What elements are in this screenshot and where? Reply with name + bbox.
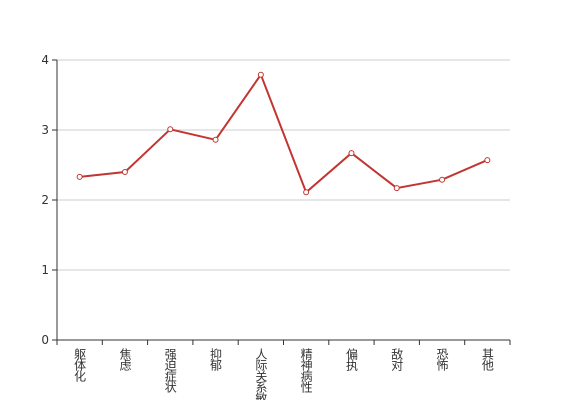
x-tick-label: 精神病性	[299, 348, 313, 394]
point	[121, 169, 128, 175]
point	[393, 185, 400, 192]
y-tick-label: 4	[41, 53, 49, 67]
point	[484, 157, 491, 164]
y-tick-label: 1	[41, 263, 49, 277]
x-tick-label: 恐怖	[435, 348, 449, 371]
line	[79, 72, 488, 194]
point	[303, 189, 310, 196]
point	[439, 176, 446, 183]
x-tick-label: 其他	[480, 348, 494, 371]
point	[348, 150, 355, 157]
y-tick-label: 0	[41, 333, 49, 347]
x-tick-label: 偏执	[344, 347, 358, 372]
point	[76, 173, 83, 180]
x-tick-label: 焦虑	[118, 348, 132, 371]
point	[167, 126, 174, 133]
y-tick-label: 3	[41, 123, 49, 137]
x-tick-label: 敌对	[390, 347, 404, 371]
point	[212, 136, 219, 143]
x-tick-label: 强迫症状	[163, 348, 177, 393]
y-tick-label: 2	[41, 193, 49, 207]
point	[257, 71, 264, 78]
x-tick-label: 躯体化	[73, 347, 87, 383]
x-tick-label: 人际关系敏感	[254, 348, 268, 400]
x-tick-label: 抑郁	[209, 347, 223, 372]
